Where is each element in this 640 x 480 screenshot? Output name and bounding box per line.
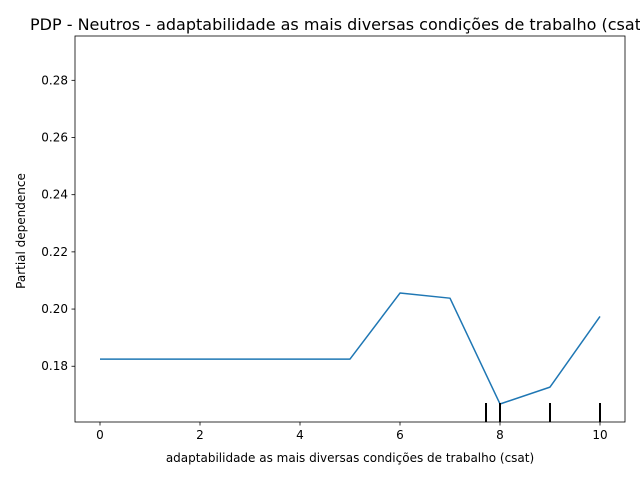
y-axis-label: Partial dependence (14, 173, 28, 289)
x-axis-label: adaptabilidade as mais diversas condiçõe… (166, 451, 534, 465)
x-tick-label-5: 10 (592, 428, 607, 442)
x-tick-label-1: 2 (196, 428, 204, 442)
x-tick-label-0: 0 (96, 428, 104, 442)
chart-title: PDP - Neutros - adaptabilidade as mais d… (30, 15, 640, 34)
y-tick-label-2: 0.22 (41, 245, 68, 259)
x-tick-label-2: 4 (296, 428, 304, 442)
y-tick-label-0: 0.18 (41, 359, 68, 373)
x-tick-label-3: 6 (396, 428, 404, 442)
y-tick-label-4: 0.26 (41, 131, 68, 145)
series-line-0 (100, 292, 601, 405)
y-tick-label-3: 0.24 (41, 188, 68, 202)
plot-area: 0 2 4 6 8 10 0.18 0.20 0.22 0.24 0.26 0.28 (41, 35, 626, 442)
x-tick-label-4: 8 (496, 428, 504, 442)
axes-frame (74, 35, 626, 423)
y-tick-label-5: 0.28 (41, 73, 68, 87)
y-tick-label-1: 0.20 (41, 302, 68, 316)
